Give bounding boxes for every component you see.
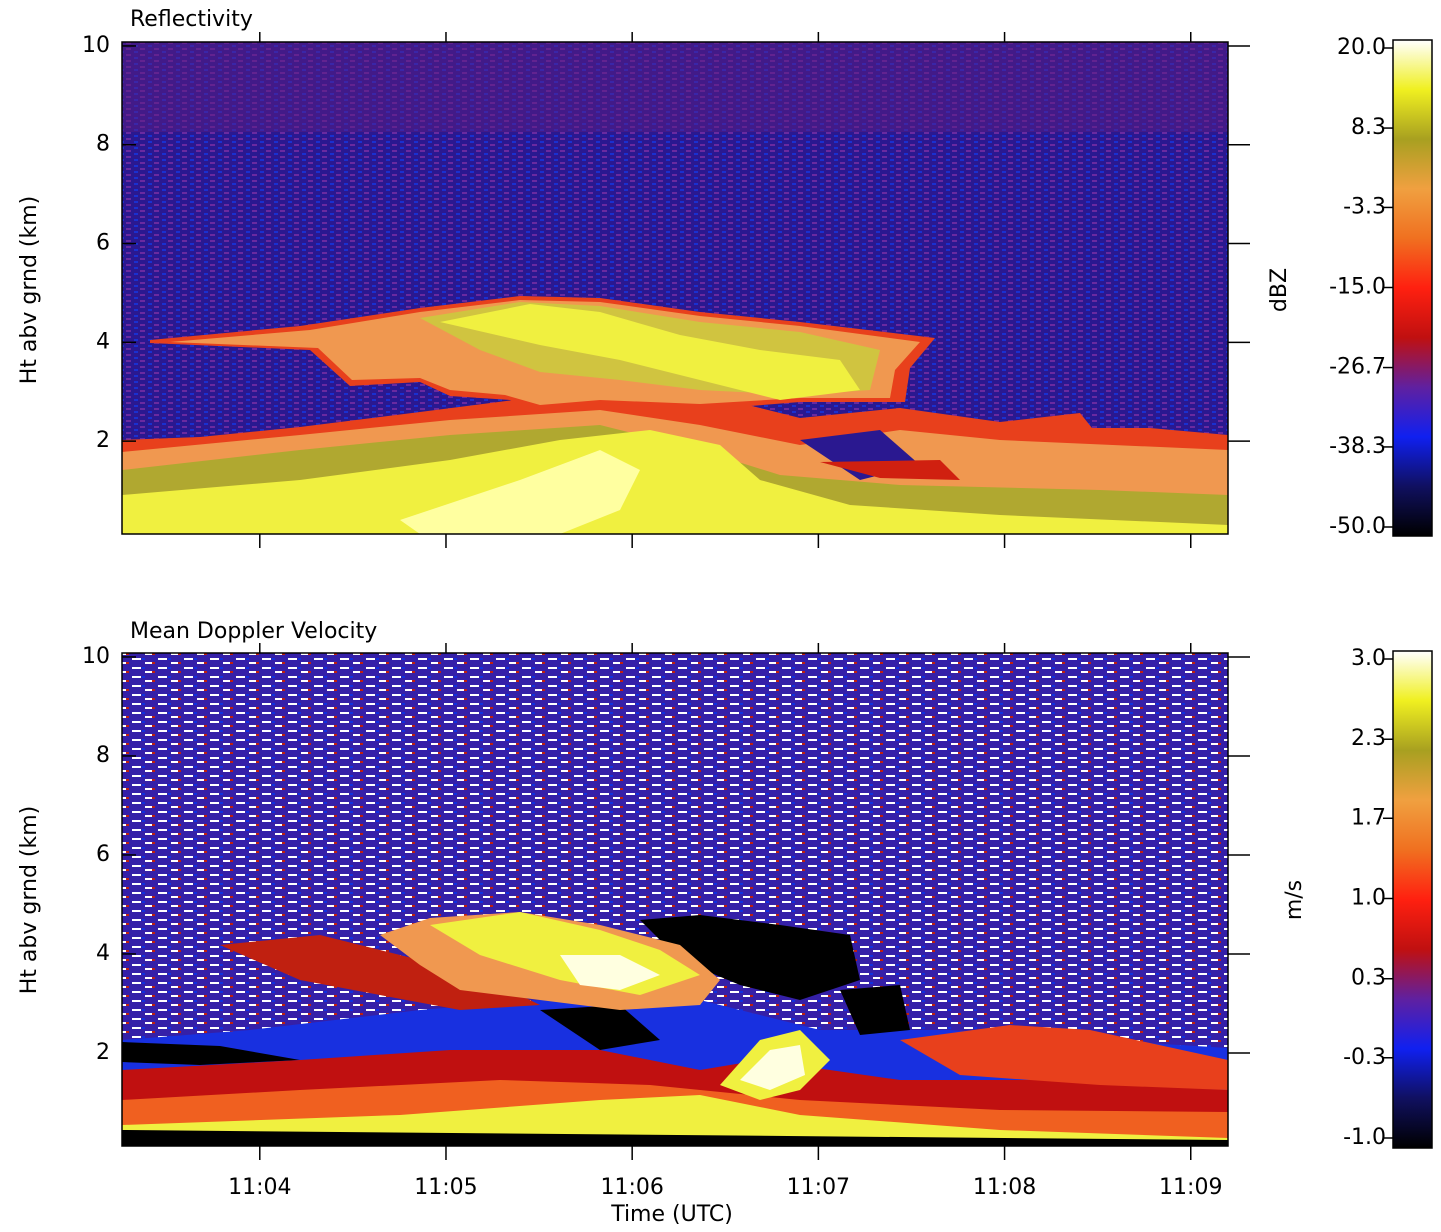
y-axis-label: Ht abv grnd (km) <box>17 806 42 994</box>
y-axis-label: Ht abv grnd (km) <box>17 196 42 384</box>
y-tick-label: 6 <box>96 842 110 867</box>
y-tick-label: 2 <box>96 1040 110 1065</box>
y-tick-label: 10 <box>82 33 110 58</box>
x-tick-label: 11:06 <box>600 1175 663 1200</box>
y-tick-label: 6 <box>96 231 110 256</box>
colorbar-tick-label: 3.0 <box>1351 646 1386 671</box>
y-tick-label: 8 <box>96 132 110 157</box>
plot-frame <box>121 41 1229 535</box>
x-tick-label: 11:08 <box>973 1175 1036 1200</box>
colorbar-label: m/s <box>1282 880 1307 920</box>
colorbar-label: dBZ <box>1267 268 1292 312</box>
y-tick-label: 4 <box>96 941 110 966</box>
colorbar-tick-label: -1.0 <box>1343 1125 1386 1150</box>
y-tick-label: 4 <box>96 329 110 354</box>
colorbar-tick-label: 1.0 <box>1351 886 1386 911</box>
panel-title: Mean Doppler Velocity <box>130 619 377 644</box>
y-tick-label: 10 <box>82 644 110 669</box>
colorbar-tick-label: 1.7 <box>1351 805 1386 830</box>
colorbar-tick-label: 8.3 <box>1351 115 1386 140</box>
colorbar-tick-label: -26.7 <box>1329 355 1386 380</box>
colorbar-tick-label: -0.3 <box>1343 1045 1386 1070</box>
colorbar <box>1392 650 1433 1149</box>
colorbar-tick-label: -38.3 <box>1329 434 1386 459</box>
x-tick-label: 11:05 <box>414 1175 477 1200</box>
reflectivity-field <box>122 42 1228 534</box>
colorbar <box>1392 39 1433 537</box>
velocity-field <box>122 653 1228 1146</box>
y-tick-label: 2 <box>96 428 110 453</box>
colorbar-tick-label: -15.0 <box>1329 275 1386 300</box>
x-tick-label: 11:07 <box>787 1175 850 1200</box>
colorbar-tick-label: -3.3 <box>1343 194 1386 219</box>
colorbar-tick-label: 0.3 <box>1351 966 1386 991</box>
colorbar-tick-label: 2.3 <box>1351 726 1386 751</box>
colorbar-tick-label: 20.0 <box>1337 35 1386 60</box>
x-tick-label: 11:09 <box>1159 1175 1222 1200</box>
x-axis-label: Time (UTC) <box>610 1202 733 1227</box>
plot-frame <box>121 652 1229 1147</box>
y-tick-label: 8 <box>96 743 110 768</box>
panel-title: Reflectivity <box>130 7 253 32</box>
colorbar-tick-label: -50.0 <box>1329 514 1386 539</box>
x-tick-label: 11:04 <box>228 1175 291 1200</box>
